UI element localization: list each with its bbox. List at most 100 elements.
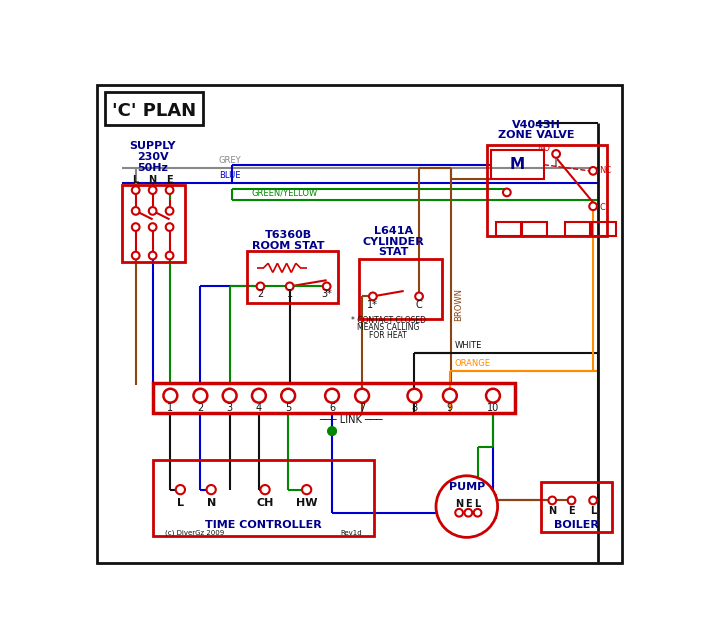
Text: 230V: 230V	[137, 152, 168, 162]
Text: 5: 5	[285, 403, 291, 413]
Text: CYLINDER: CYLINDER	[363, 237, 425, 247]
Circle shape	[302, 485, 311, 494]
Text: 4: 4	[256, 403, 262, 413]
Text: 10: 10	[487, 403, 499, 413]
Circle shape	[166, 223, 173, 231]
Text: BLUE: BLUE	[219, 171, 240, 180]
Text: 6: 6	[329, 403, 335, 413]
Circle shape	[194, 389, 207, 403]
Text: STAT: STAT	[378, 247, 409, 258]
Text: L: L	[133, 175, 139, 185]
Text: ORANGE: ORANGE	[454, 359, 491, 368]
Circle shape	[166, 252, 173, 260]
Circle shape	[329, 428, 336, 435]
Bar	[437, 495, 496, 518]
Text: (c) DiverGz 2009: (c) DiverGz 2009	[166, 529, 225, 536]
Circle shape	[132, 207, 140, 215]
Text: E: E	[465, 499, 472, 508]
Bar	[522, 222, 547, 235]
Text: E: E	[166, 175, 173, 185]
Circle shape	[149, 252, 157, 260]
Circle shape	[552, 150, 560, 158]
Text: SUPPLY: SUPPLY	[129, 141, 176, 151]
Text: L641A: L641A	[374, 226, 413, 236]
Circle shape	[132, 252, 140, 260]
Bar	[122, 185, 185, 262]
Text: V4043H: V4043H	[512, 120, 560, 129]
Circle shape	[149, 223, 157, 231]
Circle shape	[132, 223, 140, 231]
Text: 3: 3	[227, 403, 232, 413]
Text: FOR HEAT: FOR HEAT	[369, 331, 407, 340]
Text: TIME CONTROLLER: TIME CONTROLLER	[205, 520, 322, 530]
Circle shape	[503, 188, 510, 196]
Text: PUMP: PUMP	[449, 481, 485, 492]
Circle shape	[456, 509, 463, 517]
Circle shape	[164, 389, 178, 403]
Text: ROOM STAT: ROOM STAT	[252, 240, 324, 251]
Text: C: C	[600, 203, 605, 212]
Text: N: N	[206, 497, 216, 508]
Text: GREEN/YELLOW: GREEN/YELLOW	[251, 188, 317, 197]
Text: T6360B: T6360B	[265, 229, 312, 240]
Text: 1*: 1*	[367, 300, 378, 310]
Text: 8: 8	[411, 403, 418, 413]
Bar	[247, 251, 338, 303]
Circle shape	[132, 187, 140, 194]
Bar	[152, 460, 374, 536]
Circle shape	[415, 292, 423, 300]
Circle shape	[355, 389, 369, 403]
Circle shape	[260, 485, 270, 494]
Bar	[565, 222, 590, 235]
Bar	[541, 482, 611, 532]
Text: L: L	[177, 497, 184, 508]
Text: C: C	[416, 300, 423, 310]
Text: L: L	[590, 506, 596, 516]
Circle shape	[323, 283, 331, 290]
Circle shape	[149, 207, 157, 215]
Text: ─── LINK ───: ─── LINK ───	[319, 415, 383, 426]
Circle shape	[443, 389, 457, 403]
Circle shape	[149, 187, 157, 194]
Text: 7: 7	[359, 403, 365, 413]
Text: 2: 2	[258, 289, 263, 299]
Text: L: L	[475, 499, 481, 508]
Text: N: N	[548, 506, 557, 516]
Bar	[486, 145, 607, 235]
Text: 3*: 3*	[322, 289, 332, 299]
Text: HW: HW	[296, 497, 317, 508]
Bar	[152, 383, 515, 413]
Text: BOILER: BOILER	[554, 520, 599, 530]
Text: GREY: GREY	[219, 156, 241, 165]
Circle shape	[568, 497, 576, 504]
Text: 1: 1	[167, 403, 173, 413]
Circle shape	[548, 497, 556, 504]
Circle shape	[223, 389, 237, 403]
Circle shape	[257, 283, 264, 290]
Circle shape	[465, 509, 472, 517]
Text: E: E	[568, 506, 575, 516]
Text: M: M	[510, 157, 525, 172]
Text: NO: NO	[537, 144, 550, 153]
Text: NC: NC	[600, 167, 611, 176]
Text: N: N	[455, 499, 463, 508]
Circle shape	[176, 485, 185, 494]
Text: WHITE: WHITE	[454, 340, 482, 349]
Bar	[592, 222, 616, 235]
Circle shape	[436, 476, 498, 537]
Circle shape	[166, 187, 173, 194]
Circle shape	[329, 428, 336, 435]
Text: MEANS CALLING: MEANS CALLING	[357, 324, 420, 333]
Circle shape	[325, 389, 339, 403]
Text: BROWN: BROWN	[454, 288, 463, 320]
Text: Rev1d: Rev1d	[340, 529, 362, 536]
Text: N: N	[149, 175, 157, 185]
Bar	[491, 150, 544, 179]
Circle shape	[589, 203, 597, 210]
Circle shape	[589, 167, 597, 175]
Circle shape	[369, 292, 377, 300]
Bar	[496, 222, 521, 235]
Circle shape	[252, 389, 266, 403]
Text: * CONTACT CLOSED: * CONTACT CLOSED	[351, 316, 426, 325]
Circle shape	[486, 389, 500, 403]
